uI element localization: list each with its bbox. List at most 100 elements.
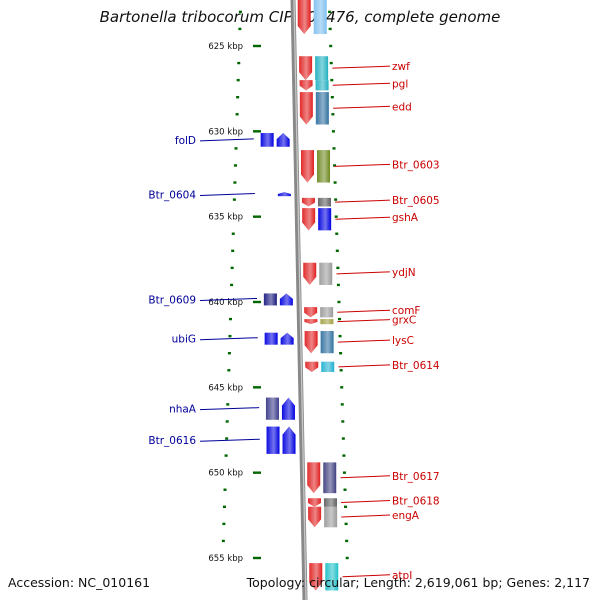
minor-tick xyxy=(225,420,229,423)
gene-ubiG xyxy=(264,332,294,345)
gene-arrow-gloss xyxy=(281,397,295,420)
leader-line xyxy=(199,337,258,341)
ruler-label: 625 kbp xyxy=(208,42,243,52)
accession-text: Accession: NC_010161 xyxy=(8,575,151,590)
gene-arrow-gloss xyxy=(282,426,296,454)
leader-line xyxy=(340,475,391,479)
leader-line xyxy=(199,438,260,442)
minor-tick-right xyxy=(329,44,333,48)
gene-label-zwf: zwf xyxy=(392,61,410,73)
leader-line xyxy=(199,407,260,411)
minor-tick-right xyxy=(335,232,339,235)
leader-line xyxy=(341,500,391,504)
gene-comF xyxy=(304,307,334,318)
minor-tick-right xyxy=(345,539,349,543)
gene-block-gloss xyxy=(266,426,280,454)
gene-label-Btr_0603: Btr_0603 xyxy=(392,159,440,171)
gene-block-gloss xyxy=(323,498,337,507)
leader-line xyxy=(335,216,391,220)
gene-zwf xyxy=(299,56,329,81)
gene-arrow-gloss xyxy=(304,307,318,318)
gene-block-gloss xyxy=(323,462,337,494)
minor-tick-right xyxy=(345,556,349,560)
leader-line xyxy=(199,192,255,196)
minor-tick-right xyxy=(341,437,345,440)
leader-line xyxy=(199,138,254,142)
minor-tick-right xyxy=(330,96,334,99)
minor-tick xyxy=(229,317,232,321)
leader-line xyxy=(335,199,391,203)
gene-label-gshA: gshA xyxy=(392,212,419,224)
gene-arrow-gloss xyxy=(305,361,319,372)
major-tick xyxy=(253,215,261,218)
minor-tick-right xyxy=(337,300,341,304)
gene-block-gloss xyxy=(318,208,332,231)
minor-tick-right xyxy=(334,215,338,218)
gene-block-gloss xyxy=(260,133,274,147)
minor-tick-right xyxy=(339,352,343,355)
gene-block-gloss xyxy=(315,80,329,91)
gene-arrow-gloss xyxy=(299,92,313,125)
minor-tick-right xyxy=(340,403,344,406)
minor-tick-right xyxy=(336,283,340,287)
gene-block-gloss xyxy=(317,150,331,183)
minor-tick-right xyxy=(342,454,346,457)
gene-arrow-gloss xyxy=(307,462,321,494)
gene-label-Btr_0616: Btr_0616 xyxy=(148,435,196,447)
minor-tick-right xyxy=(333,181,337,184)
gene-block-gloss xyxy=(265,397,279,420)
gene-block-gloss xyxy=(315,92,329,125)
topology-text: Topology: circular; Length: 2,619,061 bp… xyxy=(246,575,590,590)
minor-tick xyxy=(222,505,226,508)
minor-tick-right xyxy=(331,113,335,116)
gene-block-gloss xyxy=(263,293,277,306)
gene-arrow-gloss xyxy=(277,192,291,197)
gene-unnamed-0 xyxy=(297,0,327,35)
gene-label-Btr_0609: Btr_0609 xyxy=(148,294,196,306)
major-tick xyxy=(253,130,261,133)
gene-Btr_0616 xyxy=(266,426,296,454)
minor-tick-right xyxy=(338,317,341,321)
ruler-label: 650 kbp xyxy=(208,469,243,479)
minor-tick xyxy=(233,181,237,184)
leader-line xyxy=(342,574,391,578)
gene-label-ydjN: ydjN xyxy=(392,267,416,279)
gene-arrow-gloss xyxy=(302,208,316,231)
gene-arrow-gloss xyxy=(309,563,323,591)
minor-tick xyxy=(238,10,242,14)
leader-line xyxy=(337,339,391,343)
minor-tick-right xyxy=(339,369,343,372)
minor-tick-right xyxy=(341,420,345,423)
minor-tick-right xyxy=(338,334,342,338)
gene-arrow-gloss xyxy=(276,133,290,147)
genome-backbone-highlight xyxy=(293,0,307,600)
leader-line xyxy=(199,297,258,301)
leader-line xyxy=(336,271,391,275)
gene-label-atpI: atpI xyxy=(392,570,412,582)
gene-atpI xyxy=(309,563,339,591)
gene-label-nhaA: nhaA xyxy=(169,404,197,416)
gene-block-gloss xyxy=(264,332,278,345)
gene-arrow-gloss xyxy=(299,80,313,91)
ruler-label: 655 kbp xyxy=(208,554,243,564)
minor-tick xyxy=(225,437,229,440)
gene-arrow-gloss xyxy=(301,150,315,183)
gene-label-lysC: lysC xyxy=(392,335,414,347)
gene-arrow-gloss xyxy=(304,331,318,354)
minor-tick xyxy=(238,27,242,31)
gene-edd xyxy=(299,92,329,125)
gene-block-gloss xyxy=(319,262,333,285)
minor-tick xyxy=(221,539,225,543)
minor-tick xyxy=(230,283,234,287)
ruler-label: 640 kbp xyxy=(208,298,243,308)
gene-block-gloss xyxy=(325,563,339,591)
gene-label-Btr_0614: Btr_0614 xyxy=(392,360,440,372)
minor-tick-right xyxy=(328,10,332,14)
gene-nhaA xyxy=(265,397,295,420)
minor-tick-right xyxy=(332,147,336,150)
minor-tick xyxy=(232,198,236,201)
leader-line xyxy=(334,163,391,167)
gene-block-gloss xyxy=(315,56,329,81)
gene-arrow-gloss xyxy=(301,197,315,207)
